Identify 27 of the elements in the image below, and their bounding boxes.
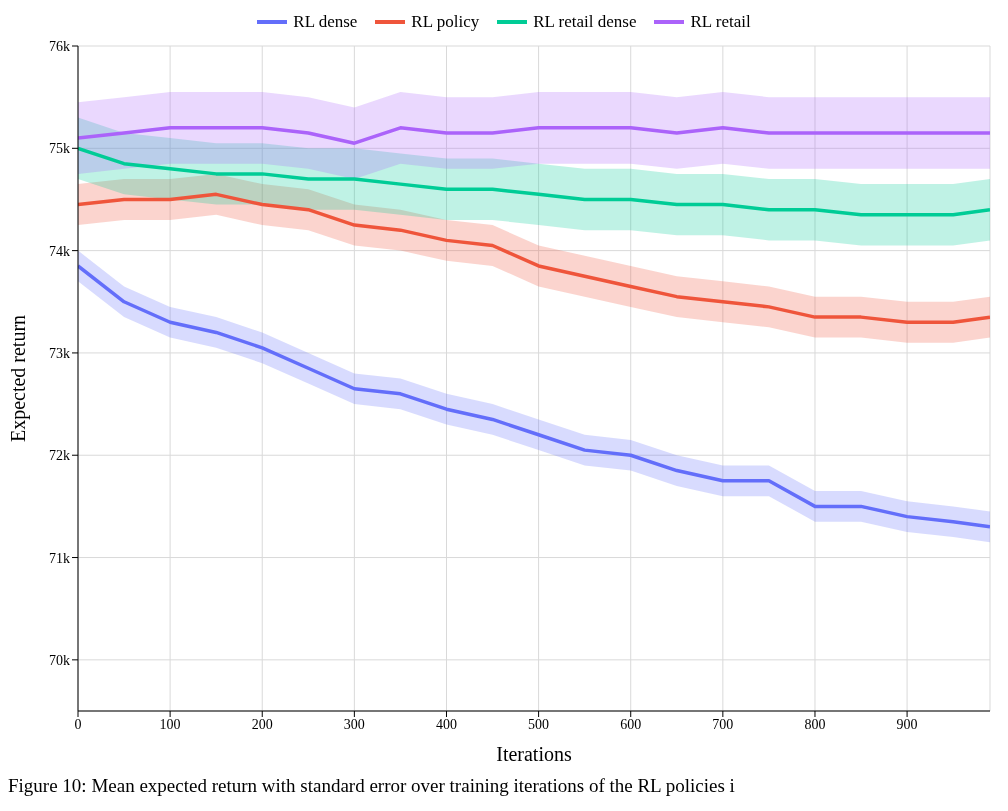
y-tick-label: 72k	[49, 448, 70, 464]
x-tick-label: 500	[528, 716, 550, 732]
legend-label: RL policy	[411, 12, 480, 32]
x-tick-label: 700	[712, 716, 734, 732]
x-tick-label: 600	[620, 716, 642, 732]
x-tick-label: 100	[159, 716, 181, 732]
line-series	[78, 146, 990, 217]
x-axis-title: Iterations	[496, 743, 572, 765]
y-tick-label: 76k	[49, 38, 70, 54]
x-tick-label: 900	[896, 716, 918, 732]
line-series	[78, 126, 990, 145]
y-tick-label: 74k	[49, 243, 70, 259]
x-tick-label: 800	[804, 716, 826, 732]
x-tick-label: 400	[435, 716, 457, 732]
caption: Figure 10: Mean expected return with standard error over training iterations of the RL policies i	[8, 775, 736, 797]
y-tick-label: 71k	[49, 550, 70, 566]
legend-label: RL retail dense	[533, 12, 637, 32]
y-axis-title: Expected return	[7, 314, 31, 443]
line-series	[78, 192, 990, 324]
legend-label: RL retail	[690, 12, 751, 32]
y-tick-label: 75k	[49, 141, 70, 157]
legend-label: RL dense	[293, 12, 358, 32]
x-tick-label: 300	[343, 716, 365, 732]
x-tick-label: 200	[251, 716, 273, 732]
y-tick-label: 73k	[49, 345, 70, 361]
x-tick-label: 0	[74, 716, 82, 732]
y-tick-label: 70k	[49, 652, 70, 668]
